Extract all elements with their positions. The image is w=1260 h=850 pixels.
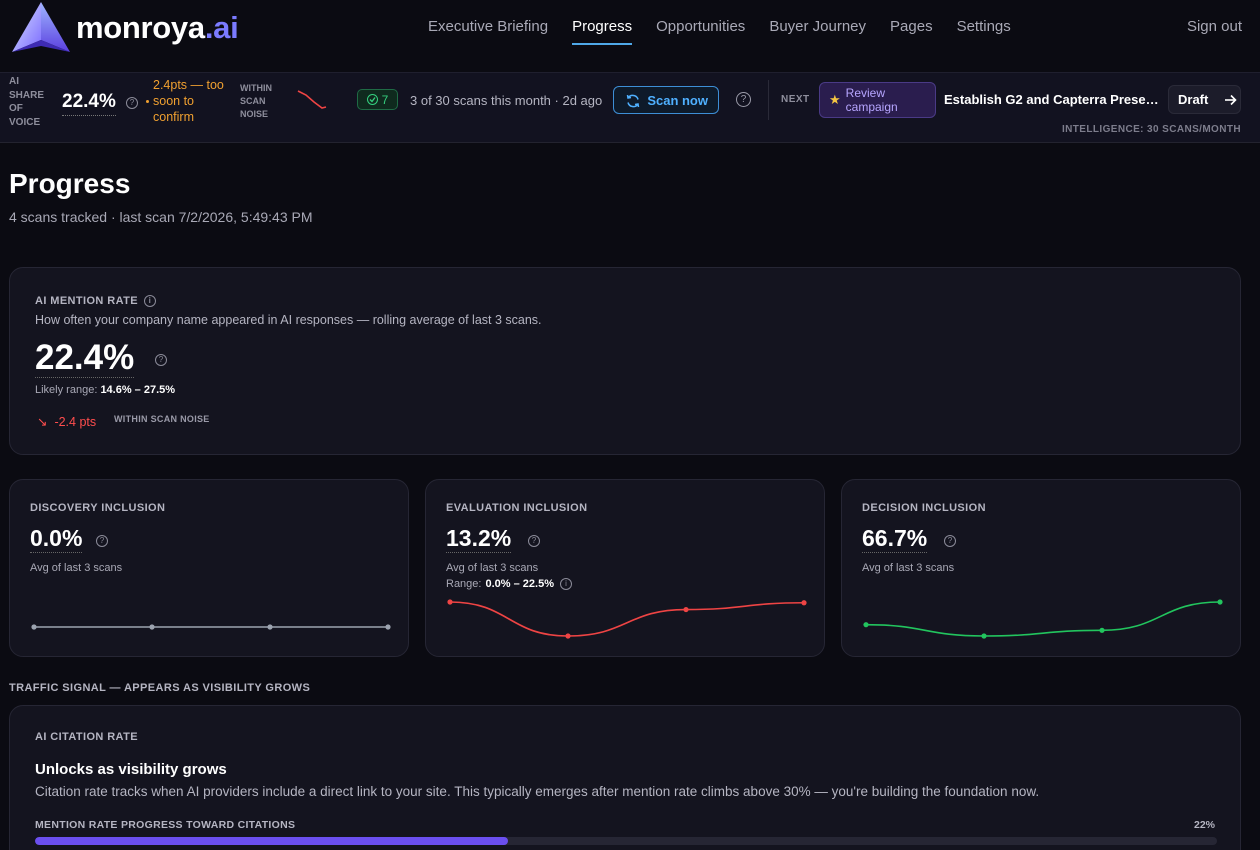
data-point[interactable] — [1099, 627, 1105, 633]
star-icon: ★ — [829, 92, 841, 107]
progress-label: MENTION RATE PROGRESS TOWARD CITATIONS — [35, 819, 296, 831]
nav-pages[interactable]: Pages — [890, 18, 933, 35]
checks-badge[interactable]: 7 — [357, 89, 398, 110]
draft-button[interactable]: Draft — [1168, 85, 1241, 114]
data-point[interactable] — [981, 633, 987, 639]
help-icon[interactable]: ? — [528, 535, 540, 547]
arrow-down-right-icon: ↘ — [37, 415, 48, 429]
citation-rate-description: Citation rate tracks when AI providers i… — [35, 784, 1040, 799]
nav-executive-briefing[interactable]: Executive Briefing — [428, 18, 549, 35]
nav-progress[interactable]: Progress — [572, 18, 633, 45]
refresh-icon — [626, 94, 640, 108]
inclusion-range: Range: 0.0% – 22.5% i — [446, 578, 572, 590]
nav-links: Executive Briefing Progress Opportunitie… — [428, 18, 1011, 45]
data-point[interactable] — [385, 624, 391, 630]
sov-value: 22.4% — [62, 91, 116, 116]
progress-percent: 22% — [1193, 819, 1215, 831]
citation-rate-title: Unlocks as visibility grows — [35, 761, 227, 778]
progress-track — [35, 837, 1217, 845]
inclusion-chart — [31, 624, 391, 630]
progress-fill — [35, 837, 508, 845]
help-icon[interactable]: ? — [96, 535, 108, 547]
sov-delta: 2.4pts — too soon to confirm — [146, 77, 226, 125]
check-circle-icon — [366, 94, 378, 105]
inclusion-chart — [863, 599, 1223, 639]
inclusion-sub: Avg of last 3 scans — [862, 562, 955, 574]
page-title: Progress — [9, 168, 131, 199]
sov-sparkline — [297, 90, 327, 109]
top-nav: monroya.ai Executive Briefing Progress O… — [0, 0, 1260, 56]
intelligence-plan: INTELLIGENCE: 30 SCANS/MONTH — [1062, 124, 1241, 135]
info-icon[interactable]: i — [559, 578, 572, 590]
card-label: EVALUATION INCLUSION — [446, 502, 588, 514]
brand-name: monroya.ai — [76, 10, 239, 45]
data-point[interactable] — [267, 624, 273, 630]
mention-rate-value: 22.4% — [35, 338, 135, 378]
citation-rate-card: AI CITATION RATE Unlocks as visibility g… — [9, 705, 1241, 850]
brand-logo[interactable]: monroya.ai — [10, 2, 239, 54]
checks-count: 7 — [381, 92, 389, 107]
help-icon[interactable]: ? — [944, 535, 956, 547]
scan-now-button[interactable]: Scan now — [613, 86, 719, 114]
divider — [768, 80, 769, 120]
data-point[interactable] — [863, 622, 869, 628]
data-point[interactable] — [1217, 599, 1223, 605]
info-icon[interactable]: i — [143, 295, 156, 307]
discovery-inclusion-card: DISCOVERY INCLUSION 0.0% ? Avg of last 3… — [9, 479, 409, 657]
mention-rate-range: Likely range: 14.6% – 27.5% — [35, 384, 176, 396]
next-action-title[interactable]: Establish G2 and Capterra Presence — [944, 92, 1160, 107]
mention-rate-description: How often your company name appeared in … — [35, 313, 542, 327]
mention-rate-delta: ↘ -2.4 pts — [37, 415, 97, 429]
nav-settings[interactable]: Settings — [956, 18, 1011, 35]
data-point[interactable] — [683, 606, 689, 613]
inclusion-value: 13.2% — [446, 525, 512, 553]
logo-mark-icon — [12, 2, 70, 52]
series-line — [449, 601, 805, 637]
help-icon[interactable]: ? — [126, 97, 138, 109]
inclusion-sub: Avg of last 3 scans — [446, 562, 539, 574]
data-point[interactable] — [565, 633, 571, 639]
sov-label: AI SHARE OF VOICE — [9, 76, 45, 128]
inclusion-sub: Avg of last 3 scans — [30, 562, 123, 574]
arrow-right-icon — [1225, 94, 1237, 105]
nav-buyer-journey[interactable]: Buyer Journey — [769, 18, 867, 35]
data-point[interactable] — [447, 599, 453, 605]
inclusion-chart — [447, 599, 807, 639]
decision-inclusion-card: DECISION INCLUSION 66.7% ? Avg of last 3… — [841, 479, 1241, 657]
data-point[interactable] — [149, 624, 155, 630]
data-point[interactable] — [801, 600, 807, 606]
noise-label: WITHIN SCAN NOISE — [240, 83, 272, 119]
next-label: NEXT — [781, 94, 810, 105]
nav-opportunities[interactable]: Opportunities — [656, 18, 746, 35]
card-label: DECISION INCLUSION — [862, 502, 986, 514]
page-subtitle: 4 scans tracked · last scan 7/2/2026, 5:… — [9, 209, 313, 225]
section-label: TRAFFIC SIGNAL — APPEARS AS VISIBILITY G… — [9, 682, 311, 694]
noise-label: WITHIN SCAN NOISE — [114, 414, 210, 424]
warn-dot-icon — [146, 100, 149, 103]
series-line — [865, 601, 1221, 637]
review-campaign-pill[interactable]: ★ Review campaign — [819, 82, 936, 118]
scans-usage: 3 of 30 scans this month · 2d ago — [410, 93, 603, 108]
inclusion-value: 66.7% — [862, 525, 928, 553]
help-icon[interactable]: ? — [155, 354, 167, 366]
citation-rate-label: AI CITATION RATE — [35, 731, 138, 743]
mention-rate-card: AI MENTION RATE i How often your company… — [9, 267, 1241, 455]
sign-out-link[interactable]: Sign out — [1186, 18, 1242, 35]
inclusion-value: 0.0% — [30, 525, 83, 553]
card-label: DISCOVERY INCLUSION — [30, 502, 166, 514]
evaluation-inclusion-card: EVALUATION INCLUSION 13.2% ? Avg of last… — [425, 479, 825, 657]
help-circle-icon[interactable]: ? — [736, 92, 751, 107]
data-point[interactable] — [31, 624, 37, 630]
mention-rate-label: AI MENTION RATE i — [35, 295, 156, 307]
